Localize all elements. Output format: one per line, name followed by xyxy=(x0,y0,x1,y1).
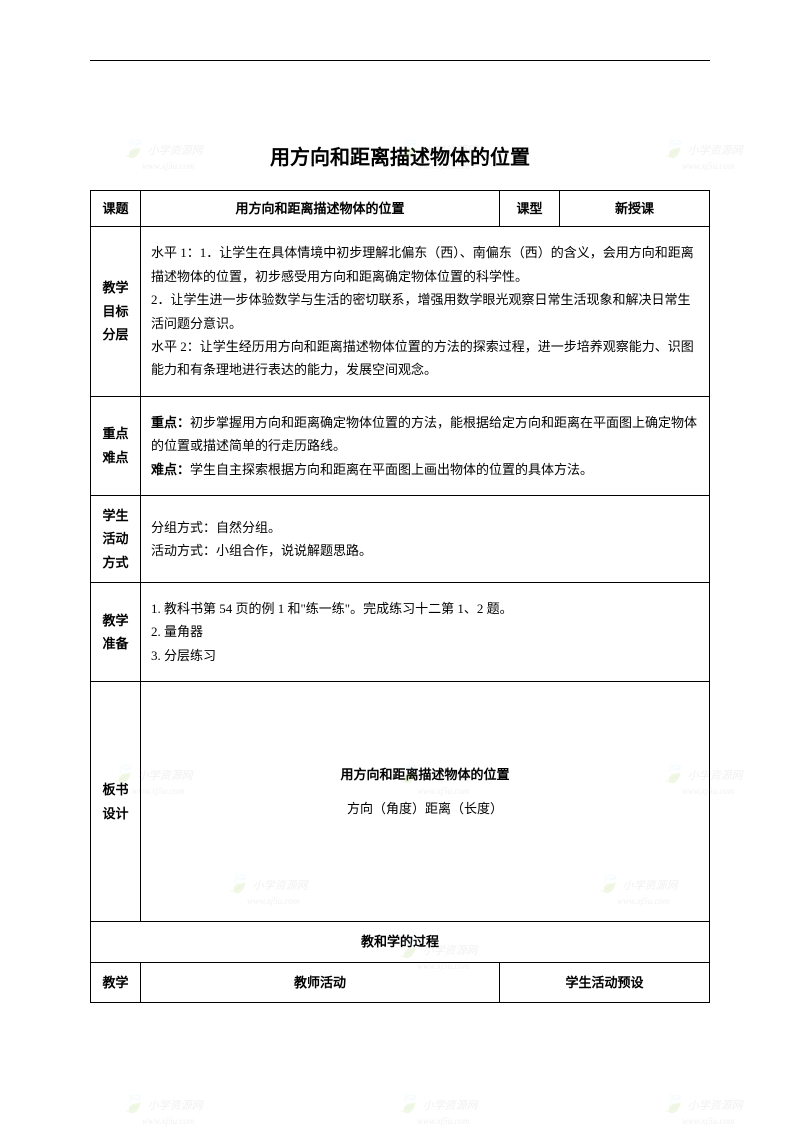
lesson-plan-table: 课题 用方向和距离描述物体的位置 课型 新授课 教学 目标 分层 水平 1：1．… xyxy=(90,190,710,1003)
keypoints-row: 重点 难点 重点：初步掌握用方向和距离确定物体位置的方法，能根据给定方向和距离在… xyxy=(91,396,710,495)
process-col3: 学生活动预设 xyxy=(500,962,710,1002)
board-title: 用方向和距离描述物体的位置 xyxy=(151,763,699,786)
watermark: 🍃 小学资源网www.xj5u.com xyxy=(660,1090,743,1127)
activity-row: 学生 活动 方式 分组方式：自然分组。 活动方式：小组合作，说说解题思路。 xyxy=(91,495,710,582)
goals-content: 水平 1：1．让学生在具体情境中初步理解北偏东（西）、南偏东（西）的含义，会用方… xyxy=(141,227,710,396)
process-col2: 教师活动 xyxy=(141,962,500,1002)
process-header: 教和学的过程 xyxy=(91,922,710,962)
goals-row: 教学 目标 分层 水平 1：1．让学生在具体情境中初步理解北偏东（西）、南偏东（… xyxy=(91,227,710,396)
watermark: 🍃 小学资源网www.xj5u.com xyxy=(395,1090,478,1127)
watermark: 🍃 小学资源网www.xj5u.com xyxy=(120,1090,203,1127)
activity-label: 学生 活动 方式 xyxy=(91,495,141,582)
top-divider xyxy=(90,60,710,61)
board-subtitle: 方向（角度）距离（长度） xyxy=(151,797,699,820)
keypoints-bold1: 重点： xyxy=(151,415,190,430)
keypoints-text2: 学生自主探索根据方向和距离在平面图上画出物体的位置的具体方法。 xyxy=(190,462,593,477)
board-row: 板书 设计 用方向和距离描述物体的位置 方向（角度）距离（长度） xyxy=(91,682,710,922)
activity-content: 分组方式：自然分组。 活动方式：小组合作，说说解题思路。 xyxy=(141,495,710,582)
goals-label: 教学 目标 分层 xyxy=(91,227,141,396)
keypoints-label: 重点 难点 xyxy=(91,396,141,495)
keypoints-text1: 初步掌握用方向和距离确定物体位置的方法，能根据给定方向和距离在平面图上确定物体的… xyxy=(151,415,697,453)
preparation-content: 1. 教科书第 54 页的例 1 和"练一练"。完成练习十二第 1、2 题。 2… xyxy=(141,583,710,682)
process-col1: 教学 xyxy=(91,962,141,1002)
preparation-label: 教学 准备 xyxy=(91,583,141,682)
type-label: 课型 xyxy=(500,191,560,227)
header-row: 课题 用方向和距离描述物体的位置 课型 新授课 xyxy=(91,191,710,227)
document-title: 用方向和距离描述物体的位置 xyxy=(90,141,710,170)
topic-value: 用方向和距离描述物体的位置 xyxy=(141,191,500,227)
process-columns-row: 教学 教师活动 学生活动预设 xyxy=(91,962,710,1002)
board-content: 用方向和距离描述物体的位置 方向（角度）距离（长度） xyxy=(141,682,710,922)
preparation-row: 教学 准备 1. 教科书第 54 页的例 1 和"练一练"。完成练习十二第 1、… xyxy=(91,583,710,682)
type-value: 新授课 xyxy=(560,191,710,227)
keypoints-content: 重点：初步掌握用方向和距离确定物体位置的方法，能根据给定方向和距离在平面图上确定… xyxy=(141,396,710,495)
topic-label: 课题 xyxy=(91,191,141,227)
board-label: 板书 设计 xyxy=(91,682,141,922)
process-header-row: 教和学的过程 xyxy=(91,922,710,962)
keypoints-bold2: 难点： xyxy=(151,462,190,477)
